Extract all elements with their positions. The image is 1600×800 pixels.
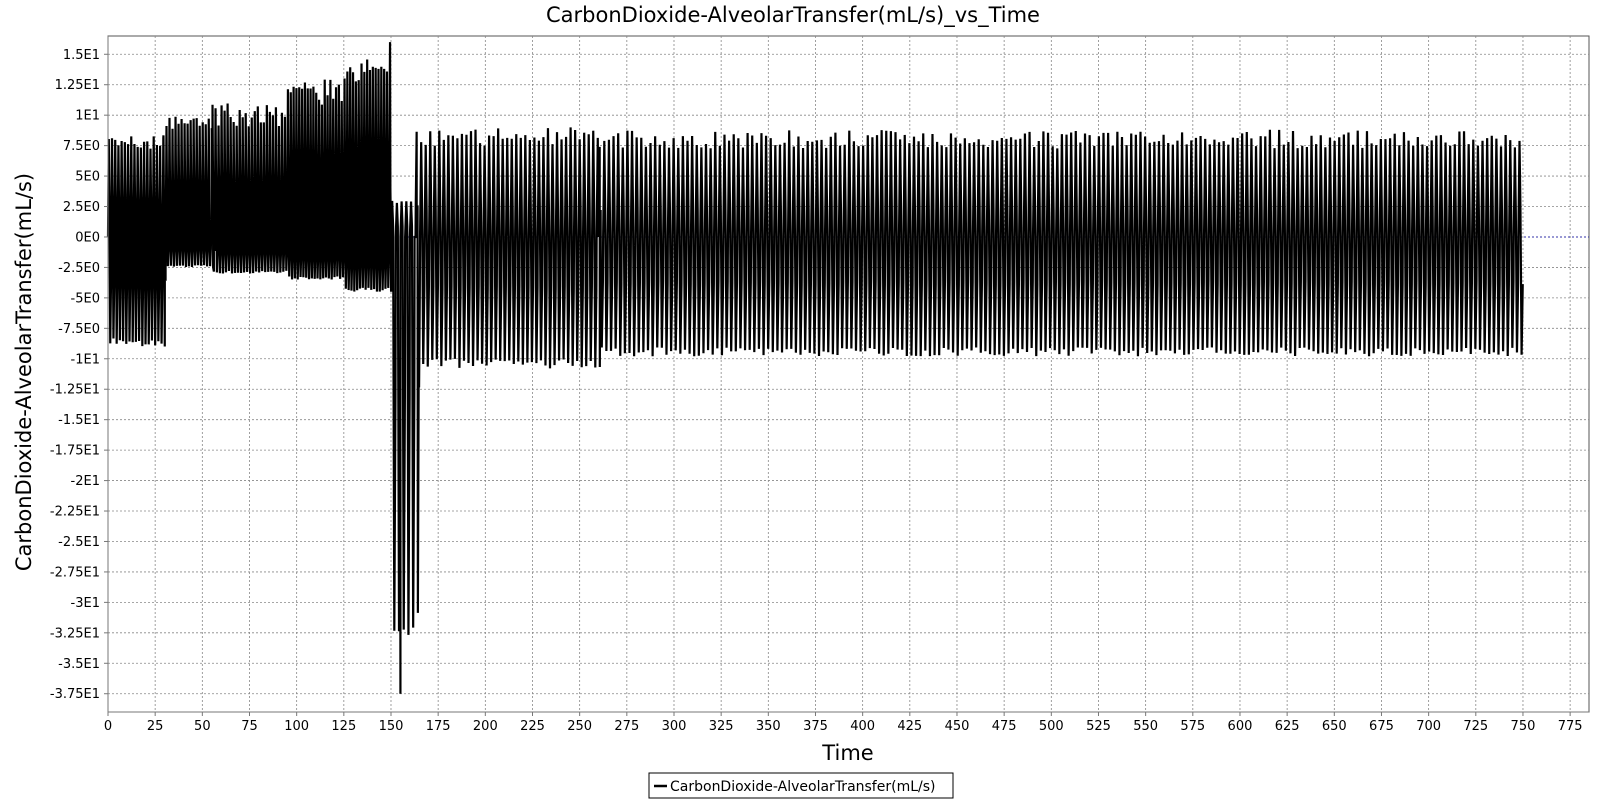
y-tick-label: 5E0: [75, 170, 100, 185]
y-tick-label: 1.5E1: [63, 48, 100, 63]
x-tick-label: 775: [1558, 719, 1583, 734]
x-tick-label: 425: [897, 719, 922, 734]
y-tick-label: 1E1: [75, 109, 100, 124]
x-tick-label: 350: [756, 719, 781, 734]
series-line: [106, 42, 1524, 694]
x-tick-label: 450: [945, 719, 970, 734]
x-tick-label: 650: [1322, 719, 1347, 734]
y-tick-label: -3.25E1: [50, 626, 100, 641]
x-tick-label: 725: [1463, 719, 1488, 734]
x-tick-label: 100: [284, 719, 309, 734]
x-tick-label: 275: [614, 719, 639, 734]
series-layer: [106, 42, 1524, 694]
y-tick-label: 2.5E0: [63, 200, 100, 215]
legend: CarbonDioxide-AlveolarTransfer(mL/s): [648, 772, 954, 799]
y-tick-label: -5E0: [71, 291, 100, 306]
chart-title: CarbonDioxide-AlveolarTransfer(mL/s)_vs_…: [546, 3, 1040, 28]
y-tick-label: -3.5E1: [58, 657, 100, 672]
x-tick-labels: 0 25 50 75 100 125 150 175 200 225 250 275 300 325 350…: [104, 712, 1583, 734]
y-tick-label: -2.5E0: [58, 261, 100, 276]
y-tick-label: -1E1: [71, 352, 100, 367]
legend-label: CarbonDioxide-AlveolarTransfer(mL/s): [670, 779, 935, 795]
x-tick-label: 175: [426, 719, 451, 734]
x-tick-label: 700: [1416, 719, 1441, 734]
x-tick-label: 125: [331, 719, 356, 734]
y-tick-label: -3.75E1: [50, 687, 100, 702]
x-tick-label: 575: [1180, 719, 1205, 734]
x-tick-label: 375: [803, 719, 828, 734]
axes: [107, 36, 1589, 713]
x-tick-label: 500: [1039, 719, 1064, 734]
x-tick-label: 150: [379, 719, 404, 734]
y-tick-label: -1.75E1: [50, 444, 100, 459]
x-tick-label: 25: [147, 719, 164, 734]
y-axis-label: CarbonDioxide-AlveolarTransfer(mL/s): [12, 173, 36, 571]
y-tick-labels: 1.5E1 1.25E1 1E1 7.5E0 5E0 2.5E0 0E0 -2.5E0 -5E0…: [50, 48, 108, 702]
x-tick-label: 50: [194, 719, 211, 734]
x-tick-label: 675: [1369, 719, 1394, 734]
x-tick-label: 300: [662, 719, 687, 734]
x-tick-label: 525: [1086, 719, 1111, 734]
y-tick-label: -1.5E1: [58, 413, 100, 428]
x-tick-label: 475: [992, 719, 1017, 734]
x-tick-label: 0: [104, 719, 112, 734]
x-tick-label: 750: [1511, 719, 1536, 734]
x-tick-label: 325: [709, 719, 734, 734]
y-tick-label: -1.25E1: [50, 383, 100, 398]
x-tick-label: 200: [473, 719, 498, 734]
y-tick-label: -3E1: [71, 596, 100, 611]
legend-box: [648, 772, 954, 799]
y-tick-label: -2.25E1: [50, 505, 100, 520]
x-tick-label: 75: [241, 719, 258, 734]
x-tick-label: 400: [850, 719, 875, 734]
y-tick-label: 0E0: [75, 230, 100, 245]
x-tick-label: 250: [567, 719, 592, 734]
x-tick-label: 600: [1228, 719, 1253, 734]
y-tick-label: -2.5E1: [58, 535, 100, 550]
x-tick-label: 225: [520, 719, 545, 734]
y-tick-label: -7.5E0: [58, 322, 100, 337]
y-tick-label: 7.5E0: [63, 139, 100, 154]
y-tick-label: -2.75E1: [50, 565, 100, 580]
y-tick-label: 1.25E1: [55, 78, 100, 93]
x-tick-label: 550: [1133, 719, 1158, 734]
x-tick-label: 625: [1275, 719, 1300, 734]
y-tick-label: -2E1: [71, 474, 100, 489]
x-axis-label: Time: [821, 741, 873, 765]
